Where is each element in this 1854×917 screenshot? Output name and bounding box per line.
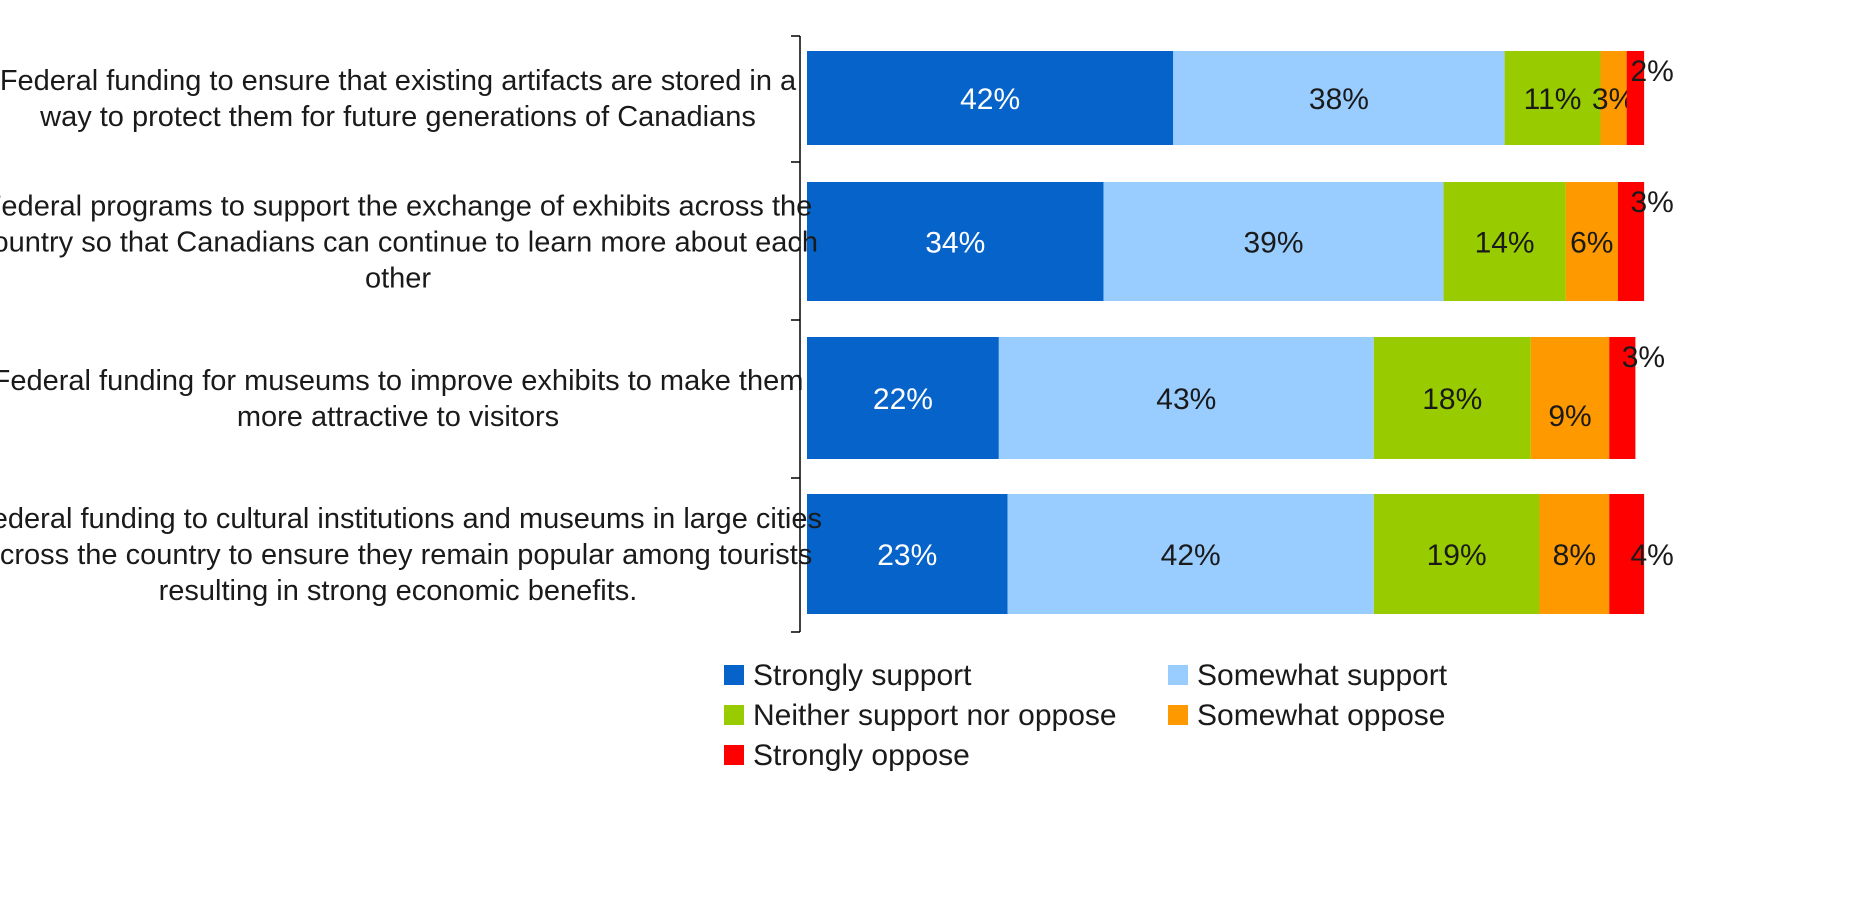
bars: 42% 38% 11% 3%2%34% 39% 14% 6%3%22% 43% 18%9%3%2… xyxy=(807,51,1674,614)
data-label-neither-support-nor-oppose: 11% xyxy=(1524,83,1582,116)
category-labels: Federal funding to ensure that existing … xyxy=(0,65,822,607)
data-label-strongly-oppose: 3% xyxy=(1622,341,1665,374)
category-label: Federal programs to support the exchange… xyxy=(0,191,812,223)
category-label: way to protect them for future generatio… xyxy=(39,101,756,133)
data-label-somewhat-oppose: 6% xyxy=(1570,227,1613,260)
bar-segment-strongly-support xyxy=(807,182,1104,301)
data-label-somewhat-support: 42% xyxy=(1161,539,1221,572)
data-label-strongly-oppose: 3% xyxy=(1630,186,1673,219)
bar-segment-strongly-oppose xyxy=(1609,494,1645,614)
category-label: other xyxy=(365,263,431,295)
category-label: Federal funding for museums to improve e… xyxy=(0,365,803,397)
category-label: country so that Canadians can continue t… xyxy=(0,227,818,259)
bar-segment-somewhat-support xyxy=(998,337,1374,459)
category-label: Federal funding to cultural institutions… xyxy=(0,503,822,535)
legend-swatch xyxy=(1168,705,1188,725)
data-label-somewhat-support: 39% xyxy=(1243,227,1303,260)
data-label-somewhat-support: 43% xyxy=(1156,383,1216,416)
chart-legend: Strongly support Somewhat support Neither … xyxy=(724,659,1448,772)
bar-segment-somewhat-support xyxy=(1007,494,1374,614)
bar-segment-strongly-oppose xyxy=(1609,337,1636,459)
bar-segment-somewhat-oppose xyxy=(1565,182,1618,301)
data-label-strongly-oppose: 4% xyxy=(1630,539,1673,572)
legend-swatch xyxy=(724,745,744,765)
data-label-somewhat-oppose: 8% xyxy=(1553,539,1596,572)
category-label: more attractive to visitors xyxy=(237,401,559,433)
data-label-strongly-support: 22% xyxy=(873,383,933,416)
chart-axis xyxy=(791,35,801,633)
bar-segment-strongly-support xyxy=(807,51,1174,145)
legend-swatch xyxy=(724,665,744,685)
category-label: Federal funding to ensure that existing … xyxy=(0,65,797,97)
data-label-neither-support-nor-oppose: 18% xyxy=(1422,383,1482,416)
bar-segment-strongly-oppose xyxy=(1617,182,1645,301)
bar-segment-somewhat-oppose xyxy=(1600,51,1627,145)
bar-segment-strongly-support xyxy=(807,337,999,459)
bar-segment-somewhat-support xyxy=(1173,51,1505,145)
data-label-strongly-oppose: 2% xyxy=(1630,55,1673,88)
data-label-strongly-support: 42% xyxy=(960,83,1020,116)
legend-label: Somewhat oppose xyxy=(1197,699,1446,732)
data-label-neither-support-nor-oppose: 14% xyxy=(1475,227,1535,260)
data-label-somewhat-support: 38% xyxy=(1309,83,1369,116)
category-label: across the country to ensure they remain… xyxy=(0,539,812,571)
bar-segment-strongly-oppose xyxy=(1626,51,1645,145)
bar-segment-somewhat-support xyxy=(1103,182,1444,301)
bar-segment-somewhat-oppose xyxy=(1539,494,1610,614)
bar-segment-neither-support-nor-oppose xyxy=(1443,182,1566,301)
legend-swatch xyxy=(724,705,744,725)
legend-swatch xyxy=(1168,665,1188,685)
data-label-strongly-support: 34% xyxy=(925,227,985,260)
legend-item-somewhat-support: Somewhat support xyxy=(1168,659,1448,692)
legend-label: Somewhat support xyxy=(1197,659,1448,692)
legend-label: Strongly oppose xyxy=(753,739,970,772)
legend-item-strongly-oppose: Strongly oppose xyxy=(724,739,970,772)
legend-label: Strongly support xyxy=(753,659,972,692)
data-label-neither-support-nor-oppose: 19% xyxy=(1427,539,1487,572)
bar-segment-somewhat-oppose xyxy=(1530,337,1610,459)
legend-item-neither-support-nor-oppose: Neither support nor oppose xyxy=(724,699,1117,732)
data-label-strongly-support: 23% xyxy=(877,539,937,572)
bar-segment-neither-support-nor-oppose xyxy=(1373,337,1531,459)
category-label: resulting in strong economic benefits. xyxy=(159,575,638,607)
legend-item-strongly-support: Strongly support xyxy=(724,659,972,692)
legend-label: Neither support nor oppose xyxy=(753,699,1117,732)
bar-segment-strongly-support xyxy=(807,494,1008,614)
legend-item-somewhat-oppose: Somewhat oppose xyxy=(1168,699,1446,732)
bar-segment-neither-support-nor-oppose xyxy=(1504,51,1601,145)
bar-segment-neither-support-nor-oppose xyxy=(1373,494,1540,614)
data-label-somewhat-oppose: 9% xyxy=(1548,400,1591,433)
